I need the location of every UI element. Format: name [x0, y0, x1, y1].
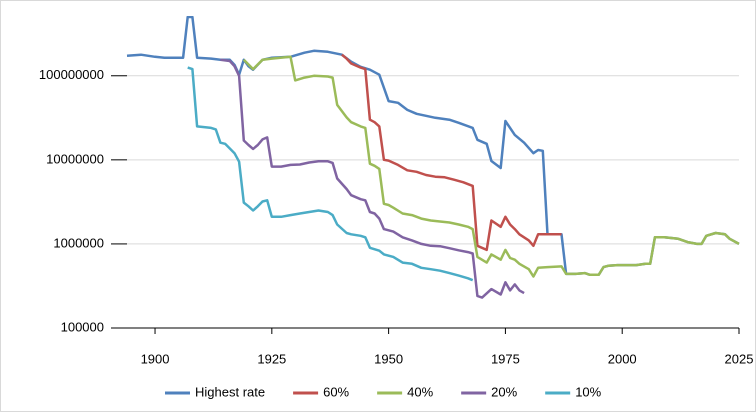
x-tick-label: 1925 [257, 351, 286, 366]
plot-area [126, 16, 740, 299]
y-tick-label: 100000000 [39, 67, 104, 82]
legend-label: 40% [407, 384, 433, 399]
legend-label: Highest rate [195, 384, 265, 399]
x-tick-label: 1950 [374, 351, 403, 366]
x-tick-label: 2000 [608, 351, 637, 366]
x-tick-label: 1975 [491, 351, 520, 366]
y-tick-label: 1000000 [53, 235, 104, 250]
y-tick-label: 100000 [61, 319, 104, 334]
x-tick-label: 1900 [141, 351, 170, 366]
series-line [187, 66, 474, 282]
y-tick-label: 10000000 [46, 151, 104, 166]
series-line [242, 55, 740, 278]
legend-label: 60% [323, 384, 349, 399]
x-tick-label: 2025 [725, 351, 754, 366]
legend-label: 20% [491, 384, 517, 399]
legend-label: 10% [575, 384, 601, 399]
series-line [220, 58, 525, 299]
series-line [341, 53, 562, 252]
